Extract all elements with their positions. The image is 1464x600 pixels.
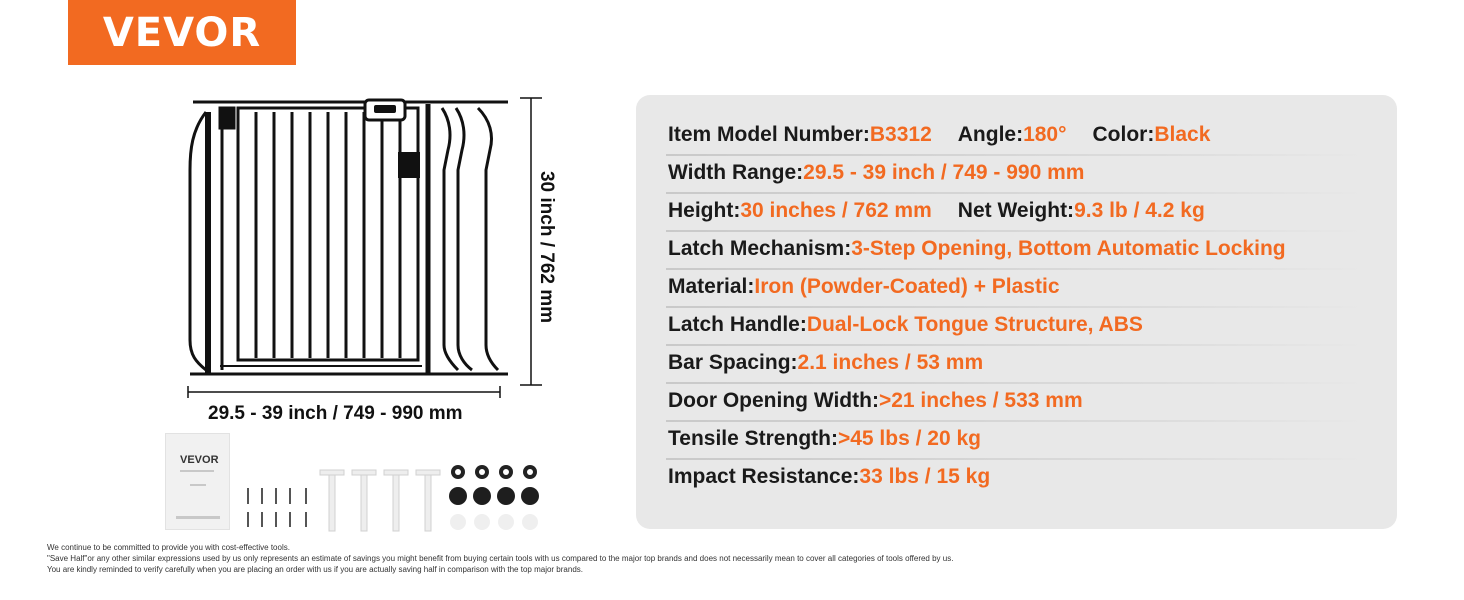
spec-label: Impact Resistance: — [668, 465, 860, 488]
spec-value: 30 inches / 762 mm — [740, 199, 932, 222]
specifications-panel: Item Model Number: B3312 Angle: 180° Col… — [636, 95, 1397, 529]
spec-label: Latch Handle: — [668, 313, 807, 336]
vevor-logo: VEVOR — [68, 0, 296, 65]
spec-row-bar-spacing: Bar Spacing: 2.1 inches / 53 mm — [668, 345, 983, 381]
spec-label: Color: — [1092, 123, 1155, 146]
divider — [666, 382, 1366, 384]
divider — [666, 154, 1366, 156]
divider — [666, 230, 1366, 232]
spec-label: Height: — [668, 199, 741, 222]
logo-text: VEVOR — [102, 9, 262, 56]
divider — [666, 344, 1366, 346]
spec-label: Bar Spacing: — [668, 351, 798, 374]
spec-label: Item Model Number: — [668, 123, 870, 146]
disclaimer-line: "Save Half"or any other similar expressi… — [47, 554, 954, 563]
spec-value: Black — [1154, 123, 1211, 146]
divider — [666, 268, 1366, 270]
spec-value: Iron (Powder-Coated) + Plastic — [754, 275, 1060, 298]
disclaimer-line: We continue to be committed to provide y… — [47, 543, 290, 552]
spec-label: Latch Mechanism: — [668, 237, 852, 260]
spec-row-width-range: Width Range: 29.5 - 39 inch / 749 - 990 … — [668, 155, 1084, 191]
spec-label: Angle: — [957, 123, 1024, 146]
spec-label: Material: — [668, 275, 755, 298]
divider — [666, 306, 1366, 308]
spec-row-model-angle-color: Item Model Number: B3312 Angle: 180° Col… — [668, 117, 1210, 153]
spec-value: 29.5 - 39 inch / 749 - 990 mm — [803, 161, 1085, 184]
width-dimension-label: 29.5 - 39 inch / 749 - 990 mm — [208, 403, 463, 424]
spec-row-tensile-strength: Tensile Strength: >45 lbs / 20 kg — [668, 421, 981, 457]
hardware-parts — [247, 465, 539, 532]
spec-label: Tensile Strength: — [668, 427, 838, 450]
spec-label: Net Weight: — [957, 199, 1075, 222]
spec-value: >21 inches / 533 mm — [878, 389, 1083, 412]
height-dimension-label: 30 inch / 762 mm — [536, 170, 557, 324]
manual-brand: VEVOR — [180, 454, 219, 466]
gate-drawing — [187, 97, 542, 398]
spec-row-material: Material: Iron (Powder-Coated) + Plastic — [668, 269, 1060, 305]
gate-illustration — [160, 90, 560, 435]
spec-value: 3-Step Opening, Bottom Automatic Locking — [851, 237, 1286, 260]
spec-value: 9.3 lb / 4.2 kg — [1074, 199, 1205, 222]
spec-label: Door Opening Width: — [668, 389, 879, 412]
spec-value: B3312 — [869, 123, 932, 146]
disclaimer: We continue to be committed to provide y… — [47, 542, 953, 575]
accessories-illustration: VEVOR — [160, 430, 560, 535]
spec-row-latch-handle: Latch Handle: Dual-Lock Tongue Structure… — [668, 307, 1143, 343]
divider — [666, 458, 1366, 460]
spec-label: Width Range: — [668, 161, 804, 184]
spec-value: Dual-Lock Tongue Structure, ABS — [806, 313, 1143, 336]
disclaimer-line: You are kindly reminded to verify carefu… — [47, 565, 583, 574]
spec-row-height-weight: Height: 30 inches / 762 mm Net Weight: 9… — [668, 193, 1205, 229]
divider — [666, 192, 1366, 194]
spec-value: 2.1 inches / 53 mm — [797, 351, 984, 374]
spec-row-impact-resistance: Impact Resistance: 33 lbs / 15 kg — [668, 459, 990, 495]
spec-value: >45 lbs / 20 kg — [837, 427, 981, 450]
spec-row-latch-mechanism: Latch Mechanism: 3-Step Opening, Bottom … — [668, 231, 1286, 267]
instruction-manual: VEVOR — [165, 433, 230, 530]
spec-row-door-opening-width: Door Opening Width: >21 inches / 533 mm — [668, 383, 1083, 419]
spec-value: 180° — [1023, 123, 1067, 146]
divider — [666, 420, 1366, 422]
spec-value: 33 lbs / 15 kg — [859, 465, 991, 488]
